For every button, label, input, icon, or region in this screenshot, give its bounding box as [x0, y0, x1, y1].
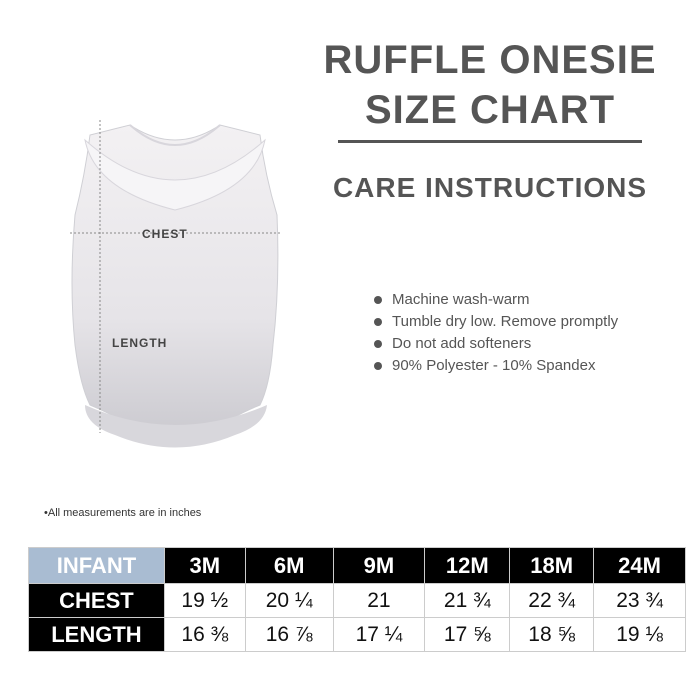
table-cell: 17 ¼: [332, 617, 426, 652]
table-cell: 21 ¾: [424, 583, 511, 618]
care-item: Do not add softeners: [372, 334, 618, 356]
table-cell: 20 ¼: [244, 583, 334, 618]
header-size: 6M: [244, 547, 334, 584]
length-label: LENGTH: [112, 336, 168, 350]
table-cell: 21: [332, 583, 426, 618]
title-line-1: RUFFLE ONESIE: [323, 38, 657, 82]
table-cell: 23 ¾: [593, 583, 686, 618]
header-size: 12M: [424, 547, 511, 584]
care-item: 90% Polyester - 10% Spandex: [372, 356, 618, 378]
table-cell: 19 ½: [163, 583, 246, 618]
title-line-2: SIZE CHART: [365, 88, 615, 132]
table-header-row: INFANT 3M 6M 9M 12M 18M 24M: [28, 547, 686, 584]
header-size: 18M: [509, 547, 595, 584]
header-size: 24M: [593, 547, 686, 584]
table-row-chest: CHEST 19 ½ 20 ¼ 21 21 ¾ 22 ¾ 23 ¾: [28, 583, 686, 618]
onesie-image: [70, 120, 280, 448]
header-size: 9M: [332, 547, 426, 584]
size-table: INFANT 3M 6M 9M 12M 18M 24M CHEST 19 ½ 2…: [28, 547, 686, 652]
table-cell: 19 ⅛: [593, 617, 686, 652]
table-cell: 17 ⅝: [424, 617, 511, 652]
title-underline: [338, 140, 642, 143]
table-cell: 22 ¾: [509, 583, 595, 618]
measurement-note: •All measurements are in inches: [44, 507, 202, 519]
table-row-length: LENGTH 16 ⅜ 16 ⅞ 17 ¼ 17 ⅝ 18 ⅝ 19 ⅛: [28, 617, 686, 652]
table-cell: 16 ⅞: [244, 617, 334, 652]
care-heading: CARE INSTRUCTIONS: [332, 172, 648, 203]
care-item: Machine wash-warm: [372, 290, 618, 312]
row-label: CHEST: [28, 583, 165, 618]
care-item: Tumble dry low. Remove promptly: [372, 312, 618, 334]
table-cell: 18 ⅝: [509, 617, 595, 652]
care-list: Machine wash-warm Tumble dry low. Remove…: [372, 290, 618, 378]
header-size: 3M: [163, 547, 246, 584]
header-infant: INFANT: [28, 547, 165, 584]
table-cell: 16 ⅜: [163, 617, 246, 652]
row-label: LENGTH: [28, 617, 165, 652]
chest-label: CHEST: [142, 227, 188, 241]
